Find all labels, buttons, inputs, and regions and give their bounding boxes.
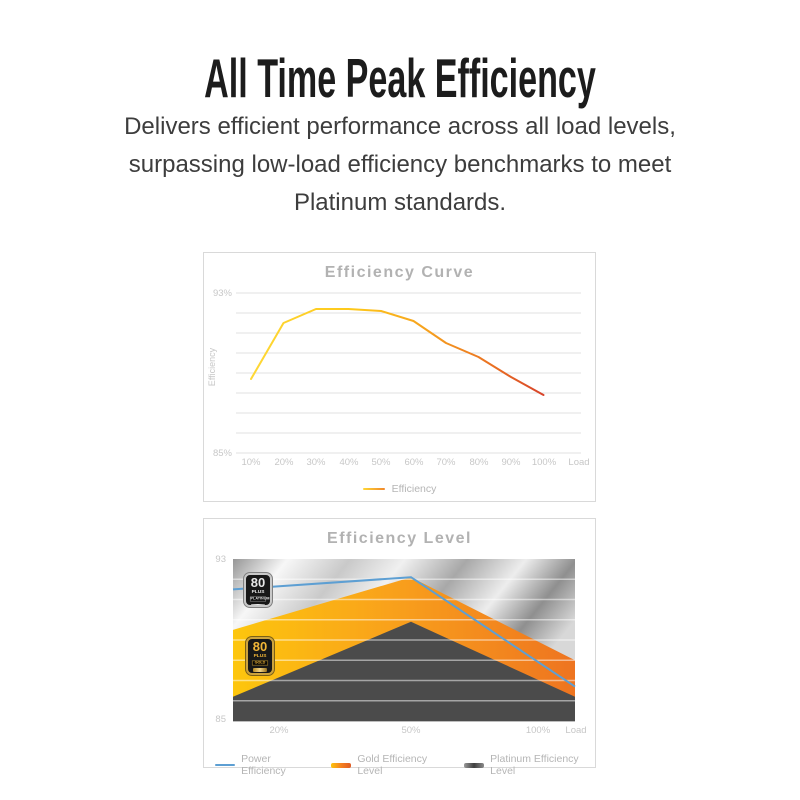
chart1-ymin-label: 85% xyxy=(212,448,232,459)
80plus-gold-badge: 80 PLUS GOLD xyxy=(246,637,274,675)
efficiency-curve-chart-card: Efficiency Curve 93% 85% Efficiency 10% … xyxy=(203,252,596,502)
chart1-legend: Efficiency xyxy=(204,483,595,495)
chart1-ymax-label: 93% xyxy=(212,288,232,299)
platinum-level-label: Platinum Efficiency Level xyxy=(490,753,579,777)
badge-tab xyxy=(252,668,268,672)
chart2-xtick-100: 100% xyxy=(525,725,551,736)
power-efficiency-label: Power Efficiency xyxy=(241,753,286,777)
efficiency-level-chart-card: Efficiency Level 93 85 xyxy=(203,518,596,777)
badge-platinum-text: PLATINUM xyxy=(249,596,270,602)
gold-level-swatch xyxy=(331,762,352,768)
badge-plus-text: PLUS xyxy=(253,653,267,659)
chart2-plot xyxy=(232,559,576,722)
subtitle-line-1: Delivers efficient performance across al… xyxy=(124,113,676,140)
page-title: All Time Peak Efficiency xyxy=(204,47,596,109)
legend-item-gold-level: Gold Efficiency Level xyxy=(331,753,436,777)
gold-level-label: Gold Efficiency Level xyxy=(357,753,428,777)
efficiency-curve-line xyxy=(250,308,545,396)
chart1-plot xyxy=(236,292,581,454)
badge-80-text: 80 xyxy=(252,639,268,654)
badge-plus-text: PLUS xyxy=(251,589,265,595)
chart1-title: Efficiency Curve xyxy=(324,264,475,281)
chart1-xtick-60: 60% xyxy=(404,457,424,468)
chart2-legend: Power Efficiency Gold Efficiency Level P… xyxy=(204,753,595,777)
chart2-ymax-label: 93 xyxy=(215,554,226,565)
efficiency-legend-label: Efficiency xyxy=(391,483,437,495)
page-subtitle: Delivers efficient performance across al… xyxy=(0,108,800,222)
badge-80-text: 80 xyxy=(250,575,266,590)
legend-item-power-efficiency: Power Efficiency xyxy=(215,753,303,777)
power-efficiency-swatch xyxy=(215,764,236,766)
chart1-xtick-20: 20% xyxy=(274,457,294,468)
platinum-level-swatch xyxy=(464,762,485,768)
power-efficiency-line xyxy=(232,576,576,688)
platinum-efficiency-area xyxy=(233,621,575,721)
chart1-xtick-30: 30% xyxy=(306,457,326,468)
chart2-xtick-50: 50% xyxy=(401,725,421,736)
chart2-xtick-20: 20% xyxy=(269,725,289,736)
chart2-ymin-label: 85 xyxy=(215,714,226,725)
chart1-xtick-90: 90% xyxy=(501,457,521,468)
chart1-xtick-100: 100% xyxy=(531,457,557,468)
chart1-gridlines xyxy=(236,292,581,454)
chart2-title: Efficiency Level xyxy=(327,530,472,547)
badge-gold-text: GOLD xyxy=(251,660,269,666)
subtitle-line-3: Platinum standards. xyxy=(293,189,507,216)
chart2-gridlines xyxy=(233,578,575,702)
chart1-xtick-50: 50% xyxy=(371,457,391,468)
badge-tab xyxy=(250,604,266,605)
chart1-xtick-70: 70% xyxy=(436,457,456,468)
chart1-xtick-40: 40% xyxy=(339,457,359,468)
chart1-xtick-10: 10% xyxy=(241,457,261,468)
efficiency-legend-swatch xyxy=(362,488,385,490)
subtitle-line-2: surpassing low-load efficiency benchmark… xyxy=(128,151,672,178)
chart2-x-axis-title: Load xyxy=(565,725,587,736)
chart1-x-axis-title: Load xyxy=(568,457,590,468)
80plus-platinum-badge: 80 PLUS PLATINUM xyxy=(244,573,272,607)
legend-item-platinum-level: Platinum Efficiency Level xyxy=(464,753,584,777)
chart1-xtick-80: 80% xyxy=(469,457,489,468)
